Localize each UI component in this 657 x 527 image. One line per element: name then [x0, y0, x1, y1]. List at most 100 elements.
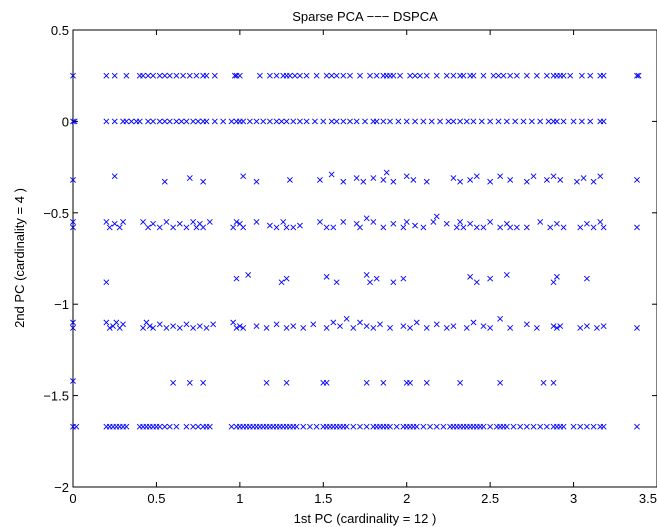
data-point-marker: [312, 118, 318, 125]
data-point-marker: [253, 178, 260, 185]
data-point-marker: [303, 118, 310, 125]
data-point-marker: [363, 323, 370, 330]
data-point-marker: [196, 323, 203, 330]
data-point-marker: [377, 321, 383, 328]
data-point-marker: [163, 219, 170, 225]
data-point-marker: [433, 423, 440, 430]
data-point-marker: [231, 72, 238, 79]
data-point-marker: [170, 224, 177, 231]
data-point-marker: [70, 176, 76, 183]
data-point-marker: [278, 118, 285, 125]
data-point-marker: [523, 423, 530, 430]
data-point-marker: [570, 423, 577, 430]
data-point-marker: [173, 72, 180, 79]
data-point-marker: [150, 72, 157, 79]
data-point-marker: [233, 325, 240, 331]
data-point-marker: [297, 222, 303, 229]
data-point-marker: [380, 118, 387, 125]
data-point-marker: [150, 118, 157, 125]
data-point-marker: [283, 325, 290, 331]
data-point-marker: [507, 224, 514, 231]
data-point-marker: [533, 72, 540, 79]
data-point-marker: [584, 423, 590, 430]
data-point-marker: [597, 219, 604, 225]
data-point-marker: [557, 323, 564, 330]
data-point-marker: [140, 219, 146, 225]
data-point-marker: [407, 72, 413, 79]
x-axis: 0 0.5 1 1.5 2 2.5 3 3.5: [69, 30, 657, 506]
data-point-marker: [503, 118, 510, 125]
data-point-marker: [273, 72, 280, 79]
data-point-marker: [166, 423, 173, 430]
y-tick-label: 0: [62, 114, 69, 129]
data-point-marker: [173, 118, 180, 125]
data-point-marker: [266, 72, 273, 79]
data-point-marker: [170, 323, 177, 330]
data-point-marker: [323, 379, 330, 386]
data-point-marker: [278, 279, 285, 286]
data-point-marker: [590, 423, 597, 430]
data-point-marker: [370, 325, 377, 331]
data-point-marker: [634, 224, 640, 231]
data-point-marker: [203, 118, 210, 125]
data-point-marker: [343, 423, 350, 430]
data-point-marker: [183, 118, 190, 125]
data-point-marker: [420, 118, 427, 125]
data-point-marker: [503, 272, 510, 278]
data-point-marker: [427, 423, 433, 430]
y-axis-label: 2nd PC (cardinality = 4 ): [12, 188, 27, 328]
data-point-marker: [253, 323, 260, 330]
data-point-marker: [73, 423, 80, 430]
data-point-marker: [487, 219, 494, 225]
x-tick-label: 0.5: [147, 491, 165, 506]
data-point-marker: [443, 220, 450, 227]
data-point-marker: [211, 72, 218, 79]
data-point-marker: [500, 72, 507, 79]
data-point-marker: [367, 72, 373, 79]
x-tick-label: 1.5: [314, 491, 332, 506]
data-point-marker: [290, 118, 297, 125]
data-point-marker: [357, 72, 363, 79]
data-point-marker: [397, 72, 403, 79]
data-point-marker: [503, 423, 510, 430]
data-point-marker: [290, 323, 297, 330]
data-point-marker: [460, 224, 467, 231]
data-point-marker: [473, 173, 480, 180]
data-point-marker: [497, 379, 504, 386]
data-point-marker: [317, 176, 323, 183]
data-point-marker: [530, 423, 537, 430]
data-point-marker: [333, 72, 340, 79]
x-tick-label: 0: [69, 491, 76, 506]
data-point-marker: [403, 219, 410, 225]
data-point-marker: [313, 72, 320, 79]
data-point-marker: [156, 321, 163, 328]
data-point-marker: [230, 224, 237, 231]
data-point-marker: [597, 173, 604, 180]
data-point-marker: [70, 224, 76, 231]
plot-area: [70, 29, 657, 488]
data-point-marker: [387, 423, 393, 430]
data-point-marker: [560, 224, 567, 231]
data-point-marker: [520, 118, 527, 125]
data-point-marker: [584, 275, 590, 282]
data-point-marker: [176, 325, 183, 331]
data-point-marker: [233, 275, 240, 282]
data-point-marker: [540, 379, 547, 386]
data-point-marker: [178, 118, 185, 125]
data-point-marker: [457, 379, 464, 386]
data-point-marker: [423, 325, 430, 331]
data-point-marker: [460, 72, 467, 79]
data-point-marker: [523, 321, 530, 328]
data-point-marker: [307, 423, 313, 430]
data-point-marker: [116, 224, 123, 231]
data-point-marker: [161, 118, 168, 125]
data-point-marker: [176, 220, 183, 227]
data-point-marker: [370, 175, 377, 181]
data-point-marker: [163, 325, 170, 331]
data-point-marker: [193, 72, 200, 79]
data-point-marker: [360, 178, 367, 185]
data-point-marker: [123, 118, 130, 125]
data-point-marker: [161, 178, 168, 185]
data-point-marker: [273, 118, 280, 125]
data-point-marker: [206, 219, 213, 225]
